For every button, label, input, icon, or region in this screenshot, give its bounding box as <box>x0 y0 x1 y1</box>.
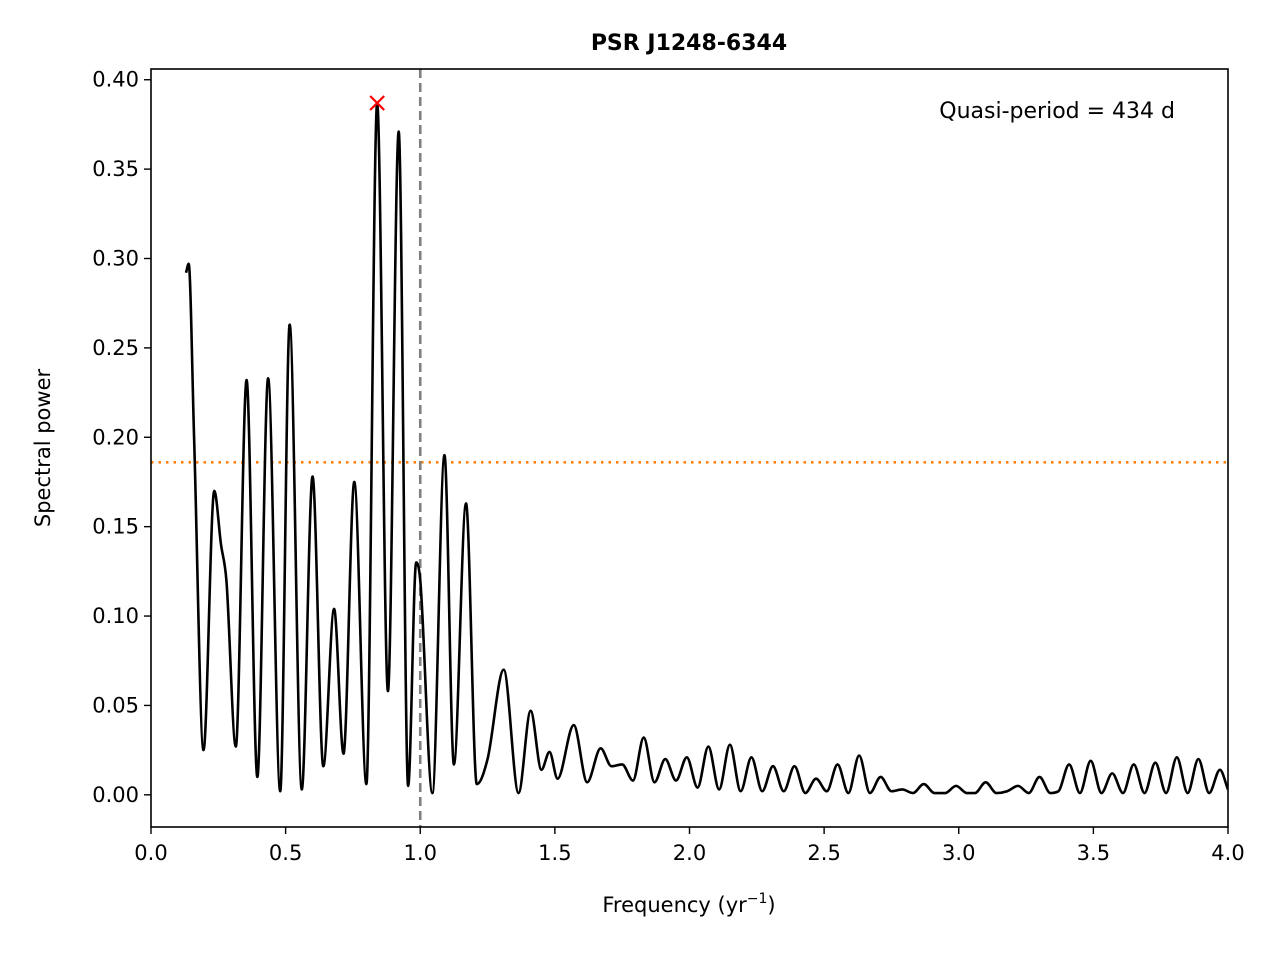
spectrum-line <box>184 101 1228 795</box>
x-tick-label: 2.5 <box>807 841 840 865</box>
y-tick-label: 0.35 <box>92 157 139 181</box>
y-tick-label: 0.40 <box>92 68 139 92</box>
peak-marker-stroke <box>369 95 385 111</box>
x-axis-label-superscript: −1 <box>747 891 768 907</box>
x-tick-label: 1.5 <box>538 841 571 865</box>
y-axis: 0.00 0.05 0.10 0.15 0.20 0.25 0.30 0.35 0.40 <box>92 68 151 807</box>
y-tick-label: 0.30 <box>92 247 139 271</box>
x-tick-label: 1.0 <box>404 841 437 865</box>
x-axis-label-tail: ) <box>767 893 775 917</box>
y-tick-label: 0.15 <box>92 515 139 539</box>
x-axis-label-main: Frequency (yr <box>602 893 747 917</box>
x-tick-label: 4.0 <box>1211 841 1244 865</box>
y-tick-label: 0.05 <box>92 693 139 717</box>
y-axis-label: Spectral power <box>31 368 55 527</box>
y-tick-label: 0.25 <box>92 336 139 360</box>
x-tick-label: 0.5 <box>269 841 302 865</box>
chart-title: PSR J1248-6344 <box>591 31 787 56</box>
x-axis: 0.0 0.5 1.0 1.5 2.0 2.5 3.0 3.5 4.0 <box>134 827 1245 865</box>
quasi-period-annotation: Quasi-period = 434 d <box>939 99 1175 124</box>
x-axis-label: Frequency (yr−1) <box>602 891 775 917</box>
y-tick-label: 0.10 <box>92 604 139 628</box>
x-tick-label: 3.5 <box>1077 841 1110 865</box>
x-tick-label: 3.0 <box>942 841 975 865</box>
x-tick-label: 0.0 <box>134 841 167 865</box>
y-tick-label: 0.20 <box>92 425 139 449</box>
peak-marker <box>369 95 385 111</box>
y-tick-label: 0.00 <box>92 783 139 807</box>
x-tick-label: 2.0 <box>673 841 706 865</box>
